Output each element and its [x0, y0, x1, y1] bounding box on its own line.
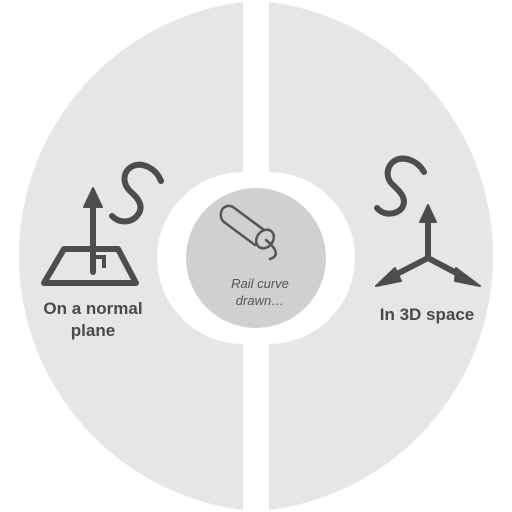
option-normal-plane-line1: On a normal: [22, 298, 164, 320]
option-normal-plane-label[interactable]: On a normal plane: [22, 298, 164, 342]
center-status-line2: drawn…: [205, 292, 315, 309]
option-3d-space-label[interactable]: In 3D space: [356, 304, 498, 326]
center-status-line1: Rail curve: [205, 275, 315, 292]
option-normal-plane-line2: plane: [22, 320, 164, 342]
center-status-label: Rail curve drawn…: [205, 275, 315, 309]
